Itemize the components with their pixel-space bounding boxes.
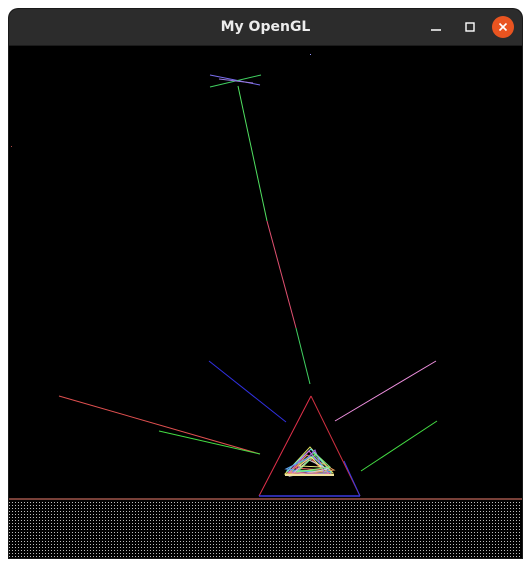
maximize-icon bbox=[465, 22, 475, 32]
close-icon bbox=[498, 22, 508, 32]
inner-triangle-cluster bbox=[283, 446, 336, 477]
stray-pixel bbox=[310, 54, 311, 55]
render-scene bbox=[9, 54, 522, 558]
minimize-icon bbox=[431, 29, 441, 31]
maximize-button[interactable] bbox=[459, 16, 481, 38]
main-triangle bbox=[258, 395, 361, 497]
title-bar[interactable]: My OpenGL bbox=[9, 9, 522, 46]
vertical-ray bbox=[237, 85, 311, 385]
opengl-window: My OpenGL bbox=[9, 9, 522, 558]
opengl-canvas[interactable] bbox=[9, 46, 522, 558]
stray-pixel bbox=[11, 146, 12, 147]
left-rays bbox=[58, 360, 287, 455]
window-title: My OpenGL bbox=[220, 19, 311, 35]
right-rays bbox=[334, 360, 438, 472]
minimize-button[interactable] bbox=[425, 16, 447, 38]
floor-plane bbox=[9, 498, 522, 558]
close-button[interactable] bbox=[492, 16, 514, 38]
top-cross-marker bbox=[209, 74, 262, 88]
